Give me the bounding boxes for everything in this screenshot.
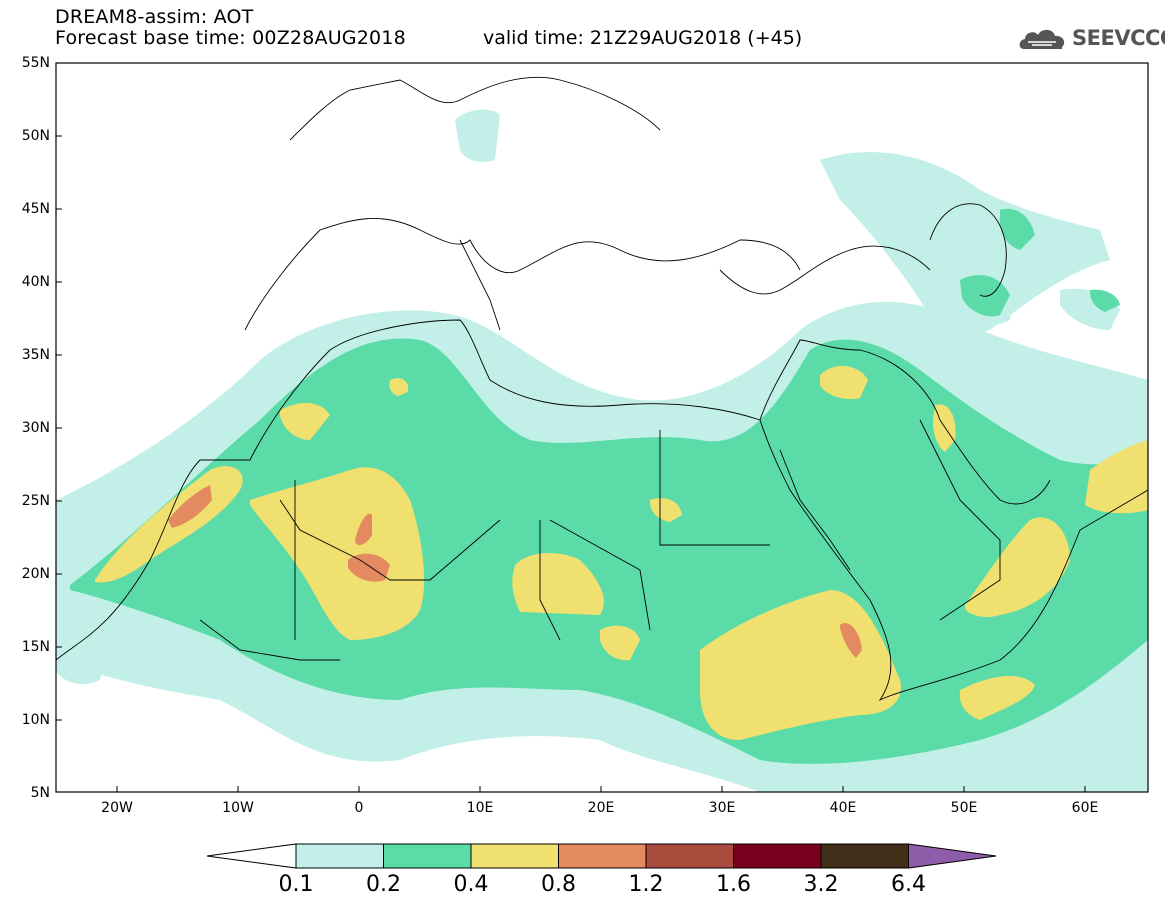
lon-label: 10E	[466, 800, 494, 816]
lon-ticks	[116, 786, 1086, 792]
lat-label: 50N	[21, 128, 50, 144]
colorbar-segment	[820, 843, 909, 869]
lat-label: 35N	[21, 347, 50, 363]
colorbar-level-label: 6.4	[891, 872, 926, 897]
lat-label: 5N	[30, 785, 50, 801]
colorbar-segment	[295, 843, 384, 869]
seevccc-logo: SEEVCCC	[1018, 25, 1165, 55]
lon-label: 30E	[708, 800, 736, 816]
lat-label: 55N	[21, 55, 50, 71]
colorbar	[206, 843, 997, 869]
aot-level-0.8	[168, 485, 862, 658]
colorbar-segment	[558, 843, 647, 869]
colorbar-level-label: 0.8	[541, 872, 576, 897]
lon-label: 20E	[587, 800, 615, 816]
map-title: DREAM8-assim: AOT	[55, 6, 254, 28]
lat-label: 15N	[21, 639, 50, 655]
lon-label: 40E	[829, 800, 857, 816]
lon-label: 10W	[222, 800, 254, 816]
lon-label: 60E	[1071, 800, 1099, 816]
cloud-logo-icon	[1019, 29, 1065, 49]
lat-label: 40N	[21, 274, 50, 290]
colorbar-level-label: 3.2	[803, 872, 839, 897]
colorbar-level-label: 0.4	[453, 872, 489, 897]
colorbar-segment	[383, 843, 472, 869]
colorbar-segment-above	[908, 843, 997, 869]
colorbar-level-label: 1.6	[716, 872, 751, 897]
lat-label: 25N	[21, 493, 50, 509]
colorbar-level-label: 0.1	[278, 872, 314, 897]
lat-label: 45N	[21, 201, 50, 217]
colorbar-level-label: 0.2	[366, 872, 401, 897]
colorbar-segment-below	[206, 843, 297, 869]
colorbar-level-label: 1.2	[628, 872, 664, 897]
lat-label: 10N	[21, 712, 50, 728]
lon-label: 50E	[950, 800, 978, 816]
coastlines	[56, 76, 1148, 702]
base-time: Forecast base time: 00Z28AUG2018	[55, 27, 406, 49]
lat-ticks	[56, 62, 62, 721]
colorbar-segment	[645, 843, 734, 869]
lon-label: 20W	[101, 800, 133, 816]
valid-time: valid time: 21Z29AUG2018 (+45)	[483, 27, 803, 49]
logo-text: SEEVCCC	[1072, 26, 1165, 50]
aot-contours	[56, 109, 1148, 792]
lon-label: 0	[354, 800, 364, 816]
lat-label: 20N	[21, 566, 50, 582]
colorbar-segment	[470, 843, 559, 869]
colorbar-segment	[733, 843, 822, 869]
lat-label: 30N	[21, 420, 50, 436]
